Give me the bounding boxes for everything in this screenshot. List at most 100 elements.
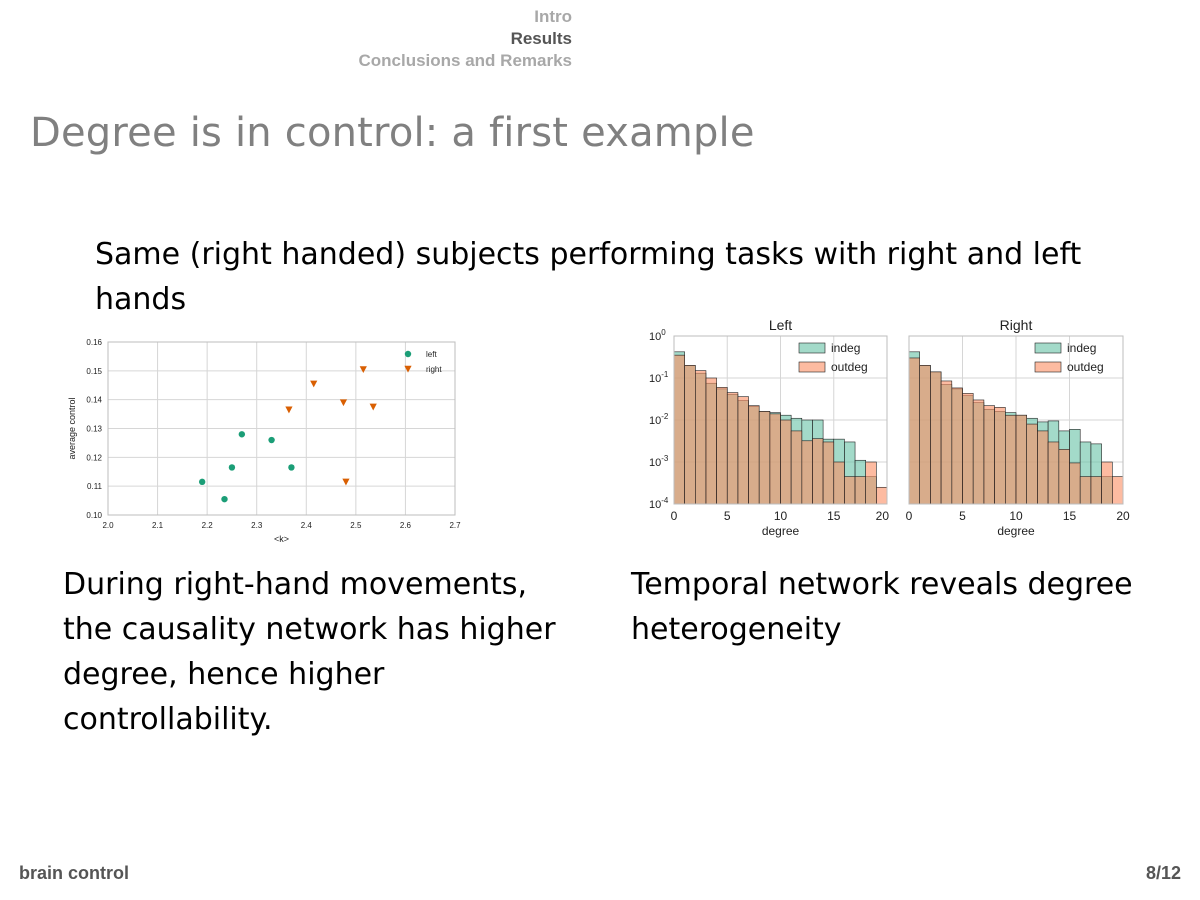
plot-frame <box>908 335 1124 505</box>
lead-text: Same (right handed) subjects performing … <box>95 237 1082 317</box>
histogram-bar-outdeg <box>844 476 856 505</box>
histogram-bar-outdeg <box>1026 423 1038 505</box>
histogram-bar-outdeg <box>972 399 985 505</box>
histogram-bar-outdeg <box>769 413 781 505</box>
legend-swatch-outdeg <box>1034 361 1062 373</box>
data-point-left <box>268 436 275 444</box>
panel-title: Left <box>769 317 792 333</box>
x-tick-label: 2.6 <box>400 521 412 530</box>
histogram-bar-outdeg <box>758 411 771 505</box>
x-tick-label: 2.5 <box>350 521 362 530</box>
histogram-bar-outdeg <box>994 407 1006 505</box>
histogram-bar-outdeg <box>962 393 974 505</box>
legend-swatch-outdeg <box>798 361 826 373</box>
data-point-left <box>198 478 206 486</box>
x-tick-label: 2.3 <box>251 521 263 530</box>
y-tick-label: 0.10 <box>86 511 102 520</box>
data-point-right <box>342 478 350 486</box>
histogram-bar-outdeg <box>748 405 760 505</box>
histogram-bar-outdeg <box>1069 462 1081 505</box>
legend-marker-left <box>404 350 412 358</box>
nav-item-results[interactable]: Results <box>510 29 572 48</box>
plot-frame <box>107 341 456 516</box>
x-tick-label: 5 <box>724 509 731 523</box>
legend-swatch-indeg <box>798 342 826 354</box>
caption-left: During right-hand movements, the causali… <box>63 567 556 737</box>
histogram-bar-outdeg <box>695 370 707 505</box>
histogram-bar-outdeg <box>876 486 888 505</box>
histogram-bar-outdeg <box>673 354 685 505</box>
histogram-bar-outdeg <box>737 396 749 505</box>
x-axis-label: degree <box>997 524 1035 538</box>
data-point-left <box>238 431 246 438</box>
legend-marker-right <box>404 365 412 373</box>
x-tick-label: 2.2 <box>202 521 214 530</box>
legend-label-indeg: indeg <box>831 341 860 355</box>
histogram-bar-outdeg <box>790 430 803 505</box>
histogram-bar-outdeg <box>726 392 739 505</box>
x-tick-label: 15 <box>827 509 841 523</box>
y-tick-label: 0.16 <box>86 338 102 347</box>
histogram-bar-outdeg <box>919 365 931 505</box>
x-tick-label: 10 <box>1009 509 1023 523</box>
legend-label-outdeg: outdeg <box>1067 360 1104 374</box>
section-navigation: Intro Results Conclusions and Remarks <box>358 6 572 72</box>
x-tick-label: 10 <box>774 509 788 523</box>
histogram-bar-outdeg <box>705 377 717 505</box>
y-tick-label: 0.15 <box>86 367 102 376</box>
x-tick-label: 20 <box>1116 509 1130 523</box>
histogram-bar-outdeg <box>908 357 920 505</box>
histogram-chart: 0 5 10 15 20degreeLeft10010-110-210-310-4ind… <box>649 317 1130 538</box>
histogram-bar-outdeg <box>1047 441 1060 505</box>
panel-title: Right <box>1000 317 1033 333</box>
histogram-bar-outdeg <box>812 438 824 505</box>
histogram-bar-outdeg <box>716 387 728 505</box>
x-tick-label: 2.0 <box>102 521 114 530</box>
data-point-left <box>221 495 228 503</box>
data-point-right <box>285 406 293 414</box>
y-tick-label: 10-2 <box>649 412 669 427</box>
data-point-left <box>228 464 236 471</box>
histogram-bar-outdeg <box>1111 476 1124 505</box>
histogram-bar-outdeg <box>1058 449 1070 505</box>
histogram-bar-outdeg <box>684 365 696 505</box>
histogram-bar-outdeg <box>1015 414 1027 505</box>
histogram-bar-outdeg <box>833 461 845 505</box>
x-axis-label: <k> <box>274 534 289 544</box>
histogram-bar-outdeg <box>801 440 813 505</box>
y-tick-label: 0.12 <box>86 453 102 462</box>
y-tick-label: 0.11 <box>87 482 103 491</box>
x-tick-label: 0 <box>906 509 913 523</box>
y-tick-label: 10-3 <box>649 454 669 469</box>
page-number: 8/12 <box>1145 863 1181 883</box>
histogram-bar-outdeg <box>780 419 792 505</box>
histogram-bar-outdeg <box>951 387 963 505</box>
y-tick-label: 0.14 <box>86 396 102 405</box>
nav-item-intro[interactable]: Intro <box>534 7 572 26</box>
caption-right: Temporal network reveals degree heteroge… <box>631 567 1133 647</box>
histogram-bar-outdeg <box>940 380 953 505</box>
x-tick-label: 2.1 <box>152 521 164 530</box>
x-tick-label: 20 <box>876 509 890 523</box>
data-point-right <box>339 399 348 407</box>
legend-label-outdeg: outdeg <box>831 360 868 374</box>
histogram-bar-outdeg <box>983 405 995 505</box>
y-tick-label: 10-1 <box>649 370 669 385</box>
legend-swatch-indeg <box>1034 342 1062 354</box>
nav-item-conclusions[interactable]: Conclusions and Remarks <box>358 51 572 70</box>
histogram-bar-outdeg <box>1004 414 1017 505</box>
x-tick-label: 15 <box>1063 509 1077 523</box>
footer-title: brain control <box>19 863 130 883</box>
y-tick-label: 0.13 <box>86 425 102 434</box>
histogram-bar-outdeg <box>1037 430 1049 505</box>
plot-frame <box>673 335 888 505</box>
data-point-left <box>288 464 295 471</box>
histogram-bar-outdeg <box>1101 461 1113 505</box>
legend-label-right: right <box>426 365 442 374</box>
data-point-right <box>359 366 367 373</box>
data-point-right <box>369 403 377 411</box>
y-axis-label: average control <box>67 397 77 459</box>
legend-label-left: left <box>426 350 437 359</box>
histogram-bar-outdeg <box>930 371 942 505</box>
x-tick-label: 5 <box>959 509 966 523</box>
